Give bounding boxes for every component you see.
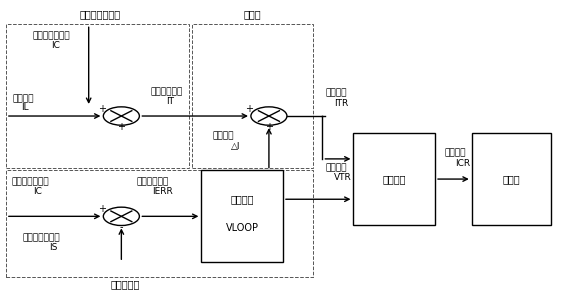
Text: 总电流目标值: 总电流目标值 bbox=[151, 87, 183, 96]
Text: 电池电流采样值: 电池电流采样值 bbox=[23, 233, 61, 242]
Text: 蓄电池: 蓄电池 bbox=[502, 174, 520, 184]
Text: 整流装置: 整流装置 bbox=[383, 174, 406, 184]
Text: 电池电流目标值: 电池电流目标值 bbox=[11, 178, 49, 187]
Text: ITR: ITR bbox=[334, 99, 348, 108]
Text: VTR: VTR bbox=[334, 173, 351, 182]
Text: 负载电流: 负载电流 bbox=[12, 94, 34, 103]
Text: 扰动电流: 扰动电流 bbox=[213, 132, 234, 141]
Circle shape bbox=[251, 107, 287, 125]
Text: 电池电流误差: 电池电流误差 bbox=[136, 178, 169, 187]
Bar bbox=[192, 24, 313, 168]
Text: +: + bbox=[98, 104, 106, 114]
Text: IC: IC bbox=[51, 41, 60, 50]
Text: 电池电流目标值: 电池电流目标值 bbox=[32, 31, 70, 40]
Text: -: - bbox=[119, 222, 123, 232]
Text: 协调环: 协调环 bbox=[243, 9, 261, 19]
Text: IERR: IERR bbox=[152, 187, 173, 196]
Text: 电压控制环: 电压控制环 bbox=[110, 279, 140, 289]
Bar bbox=[6, 24, 189, 168]
Text: IC: IC bbox=[33, 187, 42, 196]
Text: IT: IT bbox=[166, 97, 174, 106]
Text: 充电电流: 充电电流 bbox=[445, 149, 466, 158]
Text: 电流超前控制环: 电流超前控制环 bbox=[79, 9, 121, 19]
Bar bbox=[201, 171, 283, 262]
Text: 设置电流: 设置电流 bbox=[325, 88, 347, 97]
Bar bbox=[471, 133, 551, 225]
Text: IS: IS bbox=[49, 243, 58, 252]
Circle shape bbox=[104, 207, 139, 226]
Bar bbox=[353, 133, 435, 225]
Text: 控制环节: 控制环节 bbox=[230, 194, 254, 204]
Text: +: + bbox=[245, 104, 253, 114]
Text: IL: IL bbox=[21, 104, 29, 113]
Text: △I: △I bbox=[230, 142, 240, 151]
Text: +: + bbox=[265, 122, 273, 132]
Text: 设置电压: 设置电压 bbox=[325, 163, 347, 172]
Circle shape bbox=[104, 107, 139, 125]
Text: +: + bbox=[117, 122, 125, 132]
Text: +: + bbox=[98, 204, 106, 214]
Text: VLOOP: VLOOP bbox=[226, 223, 259, 233]
Bar bbox=[6, 171, 313, 276]
Text: ICR: ICR bbox=[455, 159, 470, 168]
